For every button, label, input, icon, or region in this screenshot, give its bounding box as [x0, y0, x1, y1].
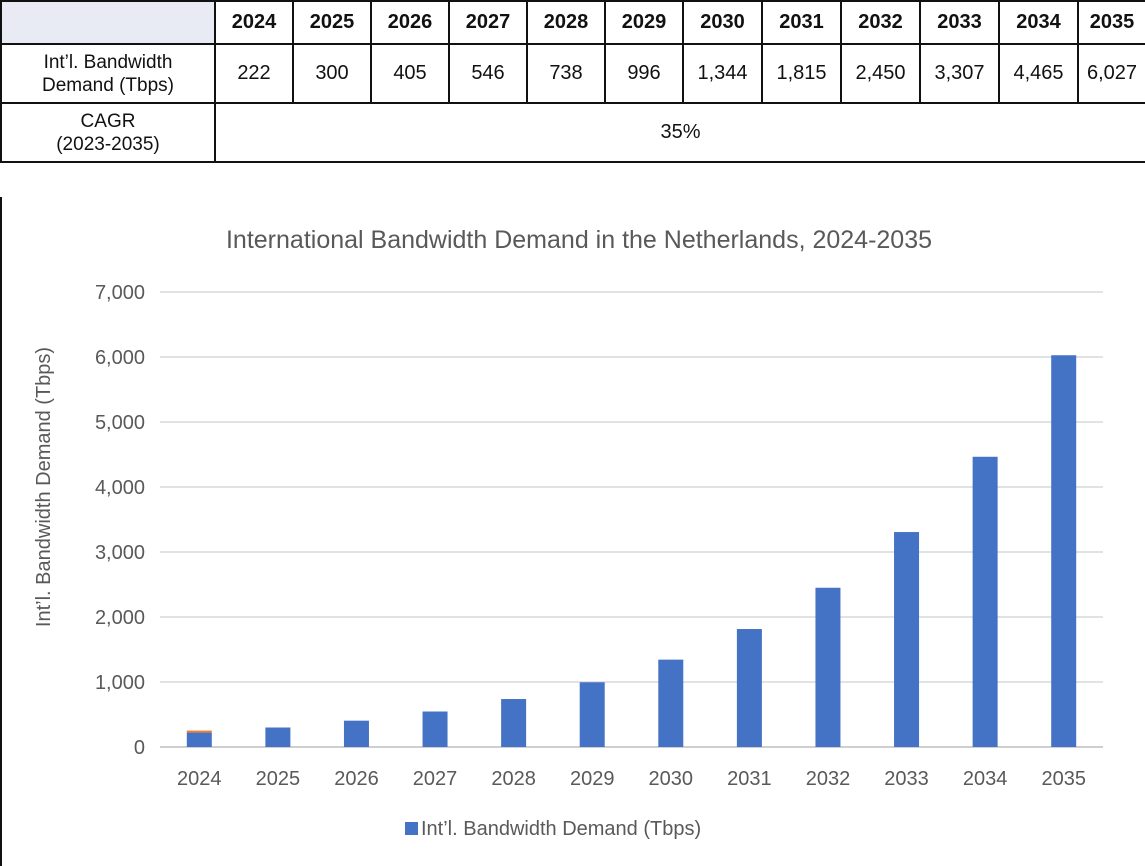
legend-label: Int’l. Bandwidth Demand (Tbps) [421, 818, 701, 840]
bar [579, 682, 605, 747]
legend-swatch [405, 822, 418, 835]
row-label-line: Int’l. Bandwidth [43, 51, 173, 73]
value-cell: 3,307 [919, 43, 1000, 104]
year-header-cell: 2032 [840, 0, 921, 45]
y-axis-title: Int’l. Bandwidth Demand (Tbps) [33, 347, 55, 627]
x-tick-label: 2033 [884, 768, 929, 790]
value-cell: 6,027 [1077, 43, 1145, 104]
y-axis-ticks: 0 1,000 2,000 3,000 4,000 5,000 6,000 7,000 [95, 282, 145, 759]
value-cell: 996 [604, 43, 684, 104]
bar [736, 629, 762, 747]
y-tick-label: 7,000 [95, 282, 145, 304]
x-tick-label: 2026 [334, 768, 379, 790]
bar [186, 732, 212, 747]
value-cell: 546 [448, 43, 528, 104]
x-tick-label: 2035 [1041, 768, 1086, 790]
y-tick-label: 0 [134, 737, 145, 759]
bar [894, 532, 920, 747]
year-header-cell: 2030 [682, 0, 763, 45]
year-header-cell: 2031 [761, 0, 842, 45]
year-header-cell: 2035 [1077, 0, 1145, 45]
corner-cell [0, 0, 216, 45]
x-tick-label: 2028 [491, 768, 536, 790]
x-axis-ticks: 2024 2025 2026 2027 2028 2029 2030 2031 2032 2033… [177, 768, 1086, 790]
x-tick-label: 2034 [963, 768, 1008, 790]
x-tick-label: 2032 [806, 768, 851, 790]
value-cell: 738 [526, 43, 606, 104]
y-tick-label: 4,000 [95, 477, 145, 499]
bar [343, 720, 369, 747]
row-label-line: Demand (Tbps) [42, 74, 174, 96]
y-tick-label: 5,000 [95, 412, 145, 434]
bar [972, 456, 998, 747]
year-header-cell: 2034 [998, 0, 1079, 45]
value-cell: 300 [292, 43, 372, 104]
value-cell: 4,465 [998, 43, 1079, 104]
year-header-cell: 2026 [370, 0, 450, 45]
gridlines [160, 291, 1103, 748]
x-tick-label: 2024 [177, 768, 222, 790]
chart-title: International Bandwidth Demand in the Ne… [226, 226, 932, 254]
year-header-cell: 2025 [292, 0, 372, 45]
y-tick-label: 1,000 [95, 672, 145, 694]
x-tick-label: 2027 [413, 768, 458, 790]
value-cell: 405 [370, 43, 450, 104]
bandwidth-demand-row: Int’l. Bandwidth Demand (Tbps) 222 300 4… [0, 43, 1145, 104]
year-header-cell: 2024 [214, 0, 294, 45]
bar [658, 659, 684, 747]
cagr-value-cell: 35% [214, 102, 1145, 163]
value-cell: 1,344 [682, 43, 763, 104]
bar-chart: International Bandwidth Demand in the Ne… [33, 226, 1103, 840]
bar [815, 587, 841, 747]
bar-series [186, 355, 1077, 747]
bandwidth-demand-row-label: Int’l. Bandwidth Demand (Tbps) [0, 43, 216, 104]
chart-frame [0, 197, 1145, 866]
year-header-row: 2024 2025 2026 2027 2028 2029 2030 2031 … [0, 0, 1145, 45]
bar [501, 699, 527, 747]
x-tick-label: 2029 [570, 768, 615, 790]
data-table: 2024 2025 2026 2027 2028 2029 2030 2031 … [0, 0, 1145, 163]
x-tick-label: 2030 [649, 768, 694, 790]
cagr-row-label: CAGR (2023-2035) [0, 102, 216, 163]
year-header-cell: 2033 [919, 0, 1000, 45]
value-cell: 222 [214, 43, 294, 104]
row-label-line: (2023-2035) [56, 133, 160, 155]
bar [422, 711, 448, 747]
y-tick-label: 3,000 [95, 542, 145, 564]
year-header-cell: 2029 [604, 0, 684, 45]
bar-top-accent [186, 730, 212, 733]
x-tick-label: 2031 [727, 768, 772, 790]
y-tick-label: 2,000 [95, 607, 145, 629]
year-header-cell: 2027 [448, 0, 528, 45]
y-tick-label: 6,000 [95, 347, 145, 369]
value-cell: 2,450 [840, 43, 921, 104]
bar [265, 727, 291, 747]
row-label-line: CAGR [80, 110, 136, 132]
value-cell: 1,815 [761, 43, 842, 104]
year-header-cell: 2028 [526, 0, 606, 45]
legend: Int’l. Bandwidth Demand (Tbps) [405, 818, 701, 840]
cagr-row: CAGR (2023-2035) 35% [0, 102, 1145, 163]
x-tick-label: 2025 [256, 768, 301, 790]
bar [1051, 355, 1077, 747]
